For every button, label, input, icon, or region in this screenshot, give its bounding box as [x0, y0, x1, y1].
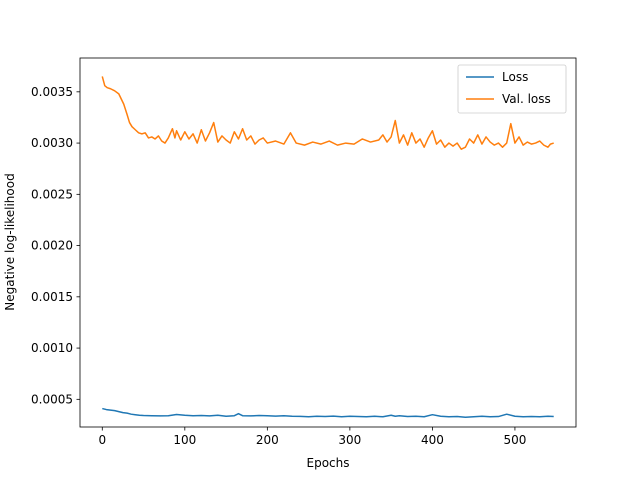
legend-label-0: Loss — [502, 70, 528, 84]
x-tick-label: 400 — [421, 433, 444, 447]
y-axis-label: Negative log-likelihood — [3, 173, 17, 310]
y-tick-label: 0.0035 — [31, 85, 73, 99]
x-tick-label: 300 — [338, 433, 361, 447]
x-tick-label: 200 — [256, 433, 279, 447]
y-tick-label: 0.0025 — [31, 187, 73, 201]
x-axis-label: Epochs — [307, 456, 350, 470]
y-tick-label: 0.0015 — [31, 290, 73, 304]
y-axis: 0.0005 0.0010 0.0015 0.0020 0.0025 0.0030 0.00… — [31, 85, 80, 406]
y-tick-label: 0.0030 — [31, 136, 73, 150]
y-tick-label: 0.0020 — [31, 239, 73, 253]
series-line-1 — [101, 76, 554, 150]
plot-frame — [79, 57, 577, 428]
series-line-0 — [102, 407, 554, 419]
y-tick-label: 0.0010 — [31, 341, 73, 355]
x-axis: 0 100 200 300 400 500 — [98, 427, 526, 447]
series-layer — [101, 76, 554, 419]
y-tick-label: 0.0005 — [31, 392, 73, 406]
x-tick-label: 100 — [173, 433, 196, 447]
legend-label-1: Val. loss — [502, 92, 551, 106]
x-tick-label: 500 — [503, 433, 526, 447]
legend: Loss Val. loss — [457, 64, 567, 114]
x-tick-label: 0 — [98, 433, 106, 447]
